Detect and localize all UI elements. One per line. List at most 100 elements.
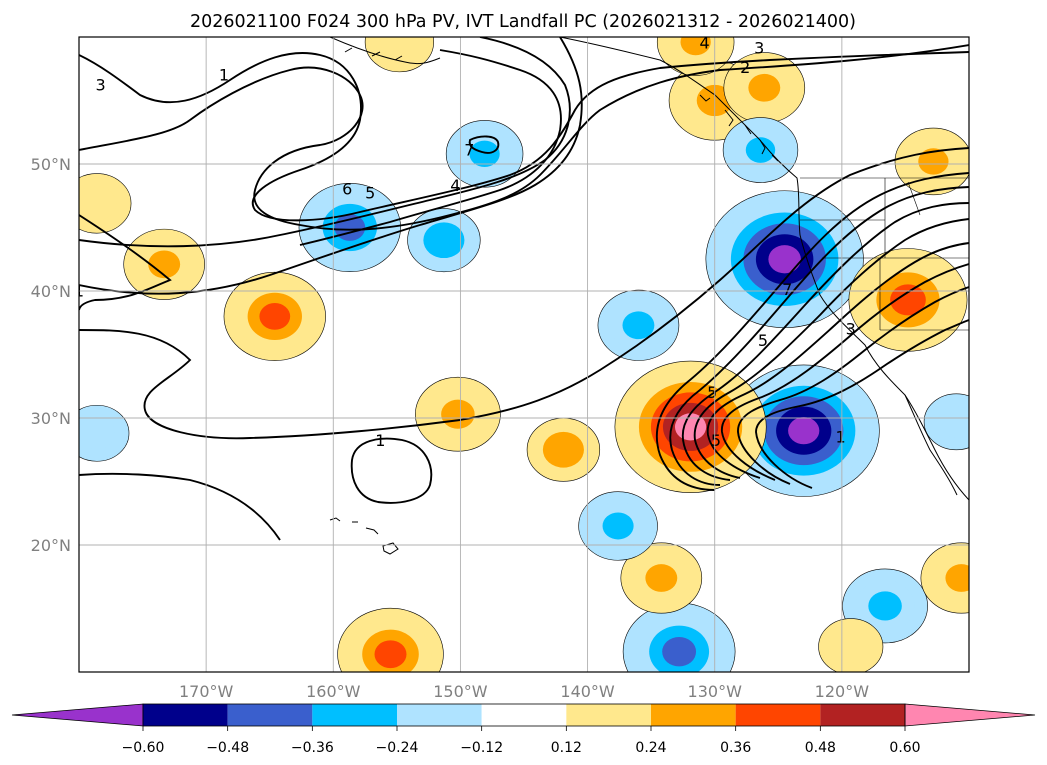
ivt-contour-west-small	[79, 214, 172, 311]
pv-anomaly-blob	[848, 248, 968, 352]
pv-anomaly-blob	[123, 228, 205, 300]
ivt-contour-1-subtropical	[350, 437, 433, 504]
coastline-pacific-nw-islands	[699, 94, 779, 162]
longitude-tick-label: 130°W	[688, 682, 743, 701]
pv-anomaly-blob	[723, 52, 806, 124]
pv-anomaly-ring	[832, 630, 869, 663]
pv-anomaly-ring	[748, 73, 781, 102]
longitude-tick-label: 140°W	[560, 682, 615, 701]
ivt-contour-7-loop	[468, 135, 500, 154]
pv-anomaly-ring	[918, 148, 949, 175]
pv-anomaly-ring	[662, 636, 697, 667]
colorbar-extend-low	[11, 703, 144, 727]
colorbar-segment	[820, 704, 905, 726]
colorbar-tick-label: 0.48	[805, 740, 836, 756]
pv-anomaly-blob	[407, 208, 481, 273]
pv-anomaly-ring	[645, 564, 678, 592]
contour-label: 2	[740, 58, 750, 77]
colorbar-outline	[142, 703, 906, 727]
pv-anomaly-ring	[868, 591, 902, 621]
pv-anomaly-ring	[945, 564, 969, 592]
pv-anomaly-ring	[890, 284, 926, 316]
pv-anomaly-ring	[602, 512, 634, 540]
colorbar-ticks: −0.60 −0.48 −0.36 −0.24 −0.12 0.12 0.24 0.36 0.4…	[122, 726, 921, 756]
colorbar-tick-label: −0.24	[376, 740, 419, 756]
pv-anomaly-ring	[259, 303, 291, 330]
contour-label: 3	[846, 319, 856, 338]
pv-anomaly-ring	[745, 137, 776, 163]
pv-anomaly-blob	[79, 404, 130, 462]
contour-label: 3	[754, 39, 764, 58]
pv-anomaly-blob	[223, 271, 326, 361]
latitude-labels: 50°N 40°N 30°N 20°N	[31, 155, 71, 555]
contour-label: 4	[699, 34, 709, 53]
pv-anomaly-blob	[923, 393, 969, 451]
colorbar-segment	[397, 704, 482, 726]
pv-anomaly-blob	[818, 618, 884, 672]
longitude-tick-label: 170°W	[179, 682, 234, 701]
ivt-contour-5-upper	[79, 37, 571, 248]
pv-anomaly-ring	[938, 405, 969, 438]
latitude-tick-label: 20°N	[31, 536, 71, 555]
coastline-baja	[904, 394, 958, 496]
longitude-tick-label: 150°W	[433, 682, 488, 701]
contour-label: 5	[365, 183, 375, 202]
pv-anomaly-blob	[614, 360, 767, 493]
colorbar-segment	[312, 704, 397, 726]
map-border	[78, 36, 970, 673]
pv-anomaly-ring	[79, 186, 117, 221]
contour-label: 5	[711, 431, 721, 450]
pv-anomaly-ring	[788, 417, 820, 445]
gridlines	[79, 37, 969, 672]
contour-label: 7	[782, 280, 792, 299]
pv-anomaly-blob	[578, 491, 658, 561]
pv-anomaly-ring	[622, 311, 655, 340]
pv-anomaly-ring	[79, 417, 115, 450]
pv-anomaly-ring	[680, 37, 711, 56]
colorbar-tick-label: 0.36	[720, 740, 751, 756]
pv-anomaly-blob	[79, 173, 132, 234]
ocean-background	[79, 37, 969, 672]
figure-title: 2026021100 F024 300 hPa PV, IVT Landfall…	[190, 12, 856, 32]
ivt-river-contours	[655, 172, 969, 491]
ivt-contours	[79, 37, 969, 541]
pv-anomaly-blob	[620, 542, 703, 614]
coastline-hawaii	[329, 517, 399, 555]
colorbar-tick-label: −0.12	[460, 740, 503, 756]
ivt-contour-4-upper	[79, 37, 583, 295]
coastline-alaska-islands	[329, 37, 441, 65]
pv-anomaly-ring	[334, 214, 366, 241]
contour-label: 4	[450, 176, 460, 195]
pv-anomaly-ring	[674, 413, 707, 441]
longitude-tick-label: 120°W	[815, 682, 870, 701]
ivt-contour-1-west-bottom	[79, 472, 281, 541]
contour-label: 1	[219, 65, 229, 84]
colorbar-tick-label: −0.36	[291, 740, 334, 756]
colorbar-segment	[566, 704, 651, 726]
contour-label: 5	[707, 383, 717, 402]
coastline-north-america	[559, 37, 969, 501]
ivt-contour-1-upper	[79, 44, 969, 231]
contour-label: 6	[342, 180, 352, 199]
pv-anomaly-ring	[542, 431, 584, 468]
contour-label: 5	[758, 331, 768, 350]
longitude-tick-label: 160°W	[306, 682, 361, 701]
pv-anomaly-blob	[526, 417, 601, 482]
colorbar-tick-label: 0.24	[635, 740, 666, 756]
contour-label: 1	[375, 431, 385, 450]
pv-anomaly-blob	[705, 190, 864, 329]
colorbar-segment	[735, 704, 821, 726]
pv-anomaly-blob	[337, 607, 444, 672]
colorbar-segment	[143, 704, 228, 726]
colorbar: −0.60 −0.48 −0.36 −0.24 −0.12 0.12 0.24 0.36 0.4…	[11, 703, 1036, 756]
colorbar-segment	[651, 704, 736, 726]
colorbar-tick-label: 0.12	[551, 740, 582, 756]
pv-anomaly-ring	[148, 250, 181, 279]
contour-label: 7	[464, 140, 474, 159]
colorbar-segments	[11, 703, 1036, 727]
latitude-tick-label: 40°N	[31, 282, 71, 301]
pv-anomaly-ring	[374, 640, 407, 669]
